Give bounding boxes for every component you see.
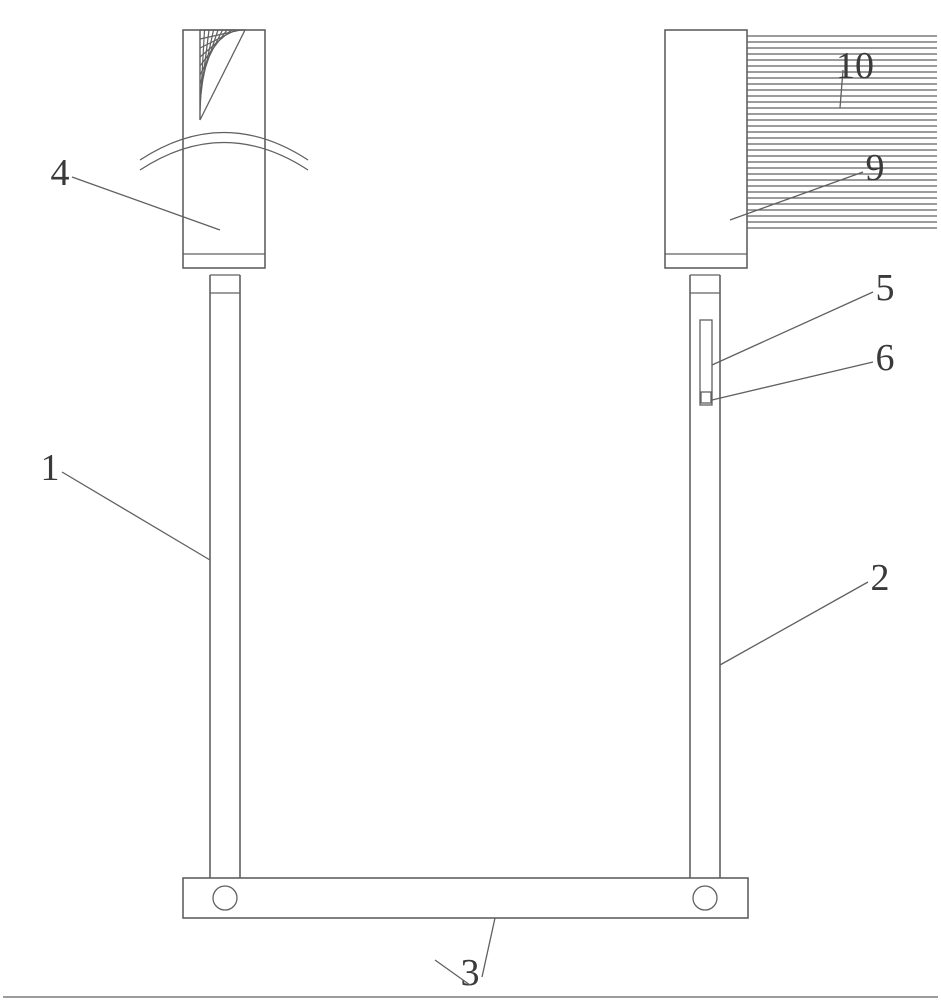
right-head-body [665, 30, 747, 268]
label-6: 6 [876, 337, 895, 379]
leader-1 [62, 472, 210, 560]
label-2: 2 [871, 557, 890, 599]
leader-2 [720, 582, 868, 665]
leader-9 [730, 172, 863, 220]
label-9: 9 [866, 147, 885, 189]
leader-3 [482, 918, 495, 977]
slider-button[interactable] [701, 392, 711, 403]
label-5: 5 [876, 267, 895, 309]
label-1: 1 [41, 447, 60, 489]
leader-5 [712, 292, 873, 365]
leader-6 [712, 362, 873, 400]
pivot-left [213, 886, 237, 910]
left-head-body [183, 30, 265, 268]
pivot-right [693, 886, 717, 910]
label-10: 10 [836, 45, 874, 87]
label-4: 4 [51, 152, 70, 194]
base-bar [183, 878, 748, 918]
label-3: 3 [461, 952, 480, 994]
leader-4 [72, 177, 220, 230]
